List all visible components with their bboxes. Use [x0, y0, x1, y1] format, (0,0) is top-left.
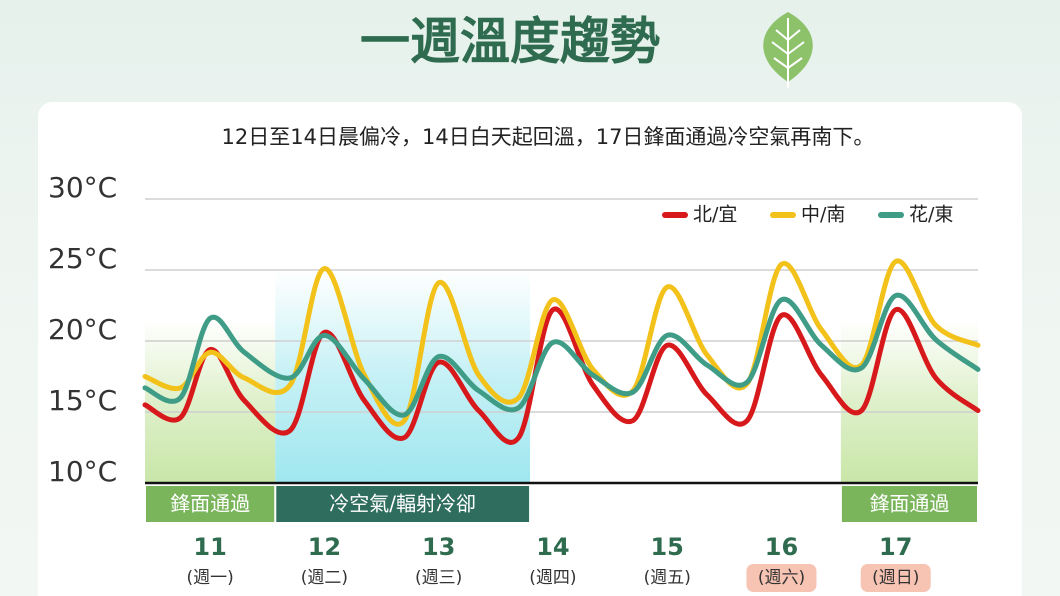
band-label: 鋒面通過 — [869, 492, 949, 516]
x-tick-label: 14 — [536, 533, 569, 561]
weekday-highlight — [746, 564, 817, 592]
y-tick-label: 30°C — [48, 171, 117, 204]
weekday-label: (週五) — [644, 568, 691, 588]
band-label-box — [276, 486, 530, 522]
x-tick-label: 12 — [308, 533, 341, 561]
y-tick-label: 20°C — [48, 313, 117, 346]
weekday-label: (週三) — [415, 568, 462, 588]
band-label: 冷空氣/輻射冷卻 — [329, 492, 476, 516]
band-shade — [275, 270, 531, 483]
x-tick-label: 11 — [193, 533, 226, 561]
weekday-label: (週四) — [529, 568, 576, 588]
x-tick-label: 17 — [879, 533, 912, 561]
series-line — [142, 306, 981, 445]
series-line — [142, 292, 981, 418]
legend-label: 花/東 — [909, 204, 953, 226]
band-shade — [840, 320, 978, 483]
weekday-label: (週日) — [872, 568, 919, 588]
band-label: 鋒面通過 — [170, 492, 250, 516]
x-tick-label: 16 — [765, 533, 798, 561]
leaf-icon — [763, 12, 813, 88]
weekday-label: (週六) — [758, 568, 805, 588]
band-label-box — [841, 486, 977, 522]
weekday-label: (週二) — [301, 568, 348, 588]
weekday-highlight — [860, 564, 931, 592]
x-tick-label: 13 — [422, 533, 455, 561]
x-tick-label: 15 — [650, 533, 683, 561]
weekday-label: (週一) — [186, 568, 233, 588]
legend-label: 中/南 — [801, 204, 845, 226]
y-tick-label: 25°C — [48, 242, 117, 275]
legend-label: 北/宜 — [693, 204, 737, 226]
band-label-box — [146, 486, 275, 522]
y-tick-label: 15°C — [48, 384, 117, 417]
subtitle: 12日至14日晨偏冷，14日白天起回溫，17日鋒面通過冷空氣再南下。 — [222, 125, 875, 149]
y-tick-label: 10°C — [48, 455, 117, 488]
chart-title: 一週溫度趨勢 — [360, 13, 660, 71]
